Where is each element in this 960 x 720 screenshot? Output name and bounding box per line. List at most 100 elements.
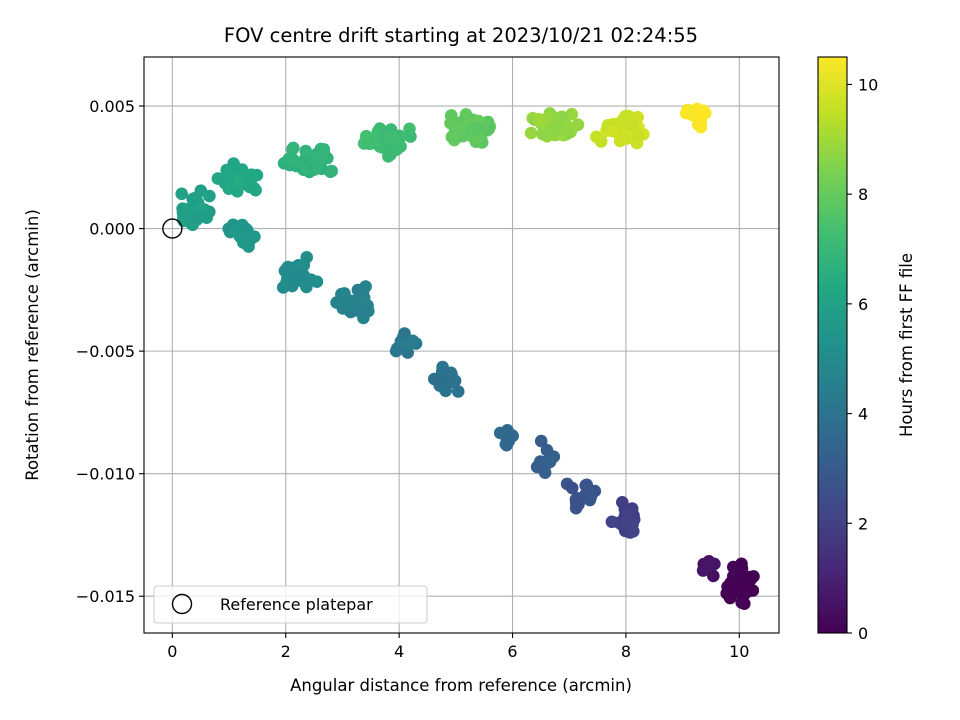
data-point (692, 107, 706, 120)
data-point (389, 344, 403, 358)
data-point (565, 481, 579, 495)
y-tick-label: −0.015 (76, 587, 135, 606)
data-point (404, 130, 417, 143)
data-point (572, 498, 585, 511)
y-tick-label: −0.010 (76, 465, 135, 484)
data-point (631, 128, 644, 142)
scatter-points (175, 102, 760, 610)
data-point (627, 525, 640, 538)
reference-layer (162, 218, 183, 239)
x-tick-label: 10 (729, 642, 749, 661)
colorbar-tick-label: 0 (858, 624, 868, 643)
data-point (702, 560, 715, 573)
y-axis-label: Rotation from reference (arcmin) (23, 209, 42, 481)
data-point (626, 119, 639, 132)
data-point (381, 143, 395, 157)
x-axis-label: Angular distance from reference (arcmin) (290, 676, 632, 695)
data-point (325, 164, 339, 178)
data-point (330, 296, 343, 309)
x-tick-label: 8 (621, 642, 631, 661)
data-point (448, 374, 462, 388)
colorbar-tick-label: 2 (858, 514, 868, 533)
data-point (385, 130, 398, 144)
data-point (338, 287, 351, 300)
data-point (291, 268, 304, 281)
data-point (227, 157, 240, 170)
data-point (738, 597, 751, 610)
data-point (735, 557, 748, 571)
data-point (356, 305, 369, 319)
data-point (193, 201, 207, 215)
data-point (356, 285, 370, 299)
data-point (200, 211, 213, 224)
data-point (555, 110, 569, 124)
data-point (244, 178, 258, 191)
data-point (548, 124, 561, 138)
data-point (287, 155, 300, 169)
colorbar-tick-label: 10 (858, 75, 878, 94)
data-point (297, 259, 311, 272)
colorbar-tick-label: 8 (858, 185, 868, 204)
colorbar-gradient (818, 57, 847, 633)
data-point (390, 143, 404, 156)
data-point (746, 584, 760, 597)
data-point (299, 144, 313, 158)
y-tick-label: 0.000 (89, 220, 135, 239)
y-tick-label: −0.005 (76, 342, 135, 361)
x-tick-label: 4 (394, 642, 404, 661)
chart-title: FOV centre drift starting at 2023/10/21 … (224, 24, 698, 47)
x-tick-label: 0 (167, 642, 177, 661)
x-tick-label: 6 (507, 642, 517, 661)
data-point (616, 131, 630, 144)
data-point (231, 174, 245, 187)
data-point (540, 443, 554, 457)
data-point (451, 122, 465, 136)
data-point (707, 569, 720, 583)
data-point (203, 189, 216, 203)
x-axis-ticks: 0 2 4 6 8 10 (167, 633, 749, 661)
data-point (502, 435, 515, 448)
data-point (231, 224, 244, 237)
legend-box (153, 585, 428, 624)
colorbar-tick-label: 4 (858, 405, 868, 424)
y-tick-label: 0.005 (89, 97, 135, 116)
data-point (624, 511, 637, 524)
colorbar-frame (817, 56, 848, 634)
data-point (742, 573, 756, 587)
data-point (398, 327, 411, 340)
data-point (465, 123, 479, 137)
plot-frame (143, 56, 780, 634)
colorbar-ticks: 0 2 4 6 8 10 (847, 75, 878, 643)
y-axis-ticks: 0.005 0.000 −0.005 −0.010 −0.015 (76, 97, 144, 606)
data-point (534, 434, 548, 448)
data-point (590, 130, 603, 144)
data-point (363, 137, 377, 151)
legend-label-reference: Reference platepar (220, 595, 373, 614)
data-point (218, 176, 232, 190)
colorbar: 0 2 4 6 8 10 Hours from first FF file (817, 56, 916, 643)
data-point (694, 120, 708, 134)
colorbar-label: Hours from first FF file (897, 253, 916, 437)
legend-marker-reference (171, 593, 193, 615)
data-point (727, 569, 740, 583)
reference-platepar-marker (162, 218, 183, 239)
data-point (315, 148, 328, 162)
data-point (482, 122, 496, 136)
data-point (242, 240, 255, 253)
data-point (231, 185, 244, 198)
data-point (406, 334, 419, 348)
data-point (606, 124, 620, 138)
data-point (175, 187, 188, 201)
data-point (310, 275, 324, 289)
data-point (451, 385, 465, 398)
data-point (182, 203, 196, 217)
data-point (616, 496, 629, 509)
data-point (605, 515, 619, 529)
data-point (583, 493, 597, 507)
data-point (721, 580, 734, 593)
data-point (347, 299, 360, 313)
data-point (524, 126, 538, 140)
data-point (532, 112, 546, 126)
x-tick-label: 2 (281, 642, 291, 661)
